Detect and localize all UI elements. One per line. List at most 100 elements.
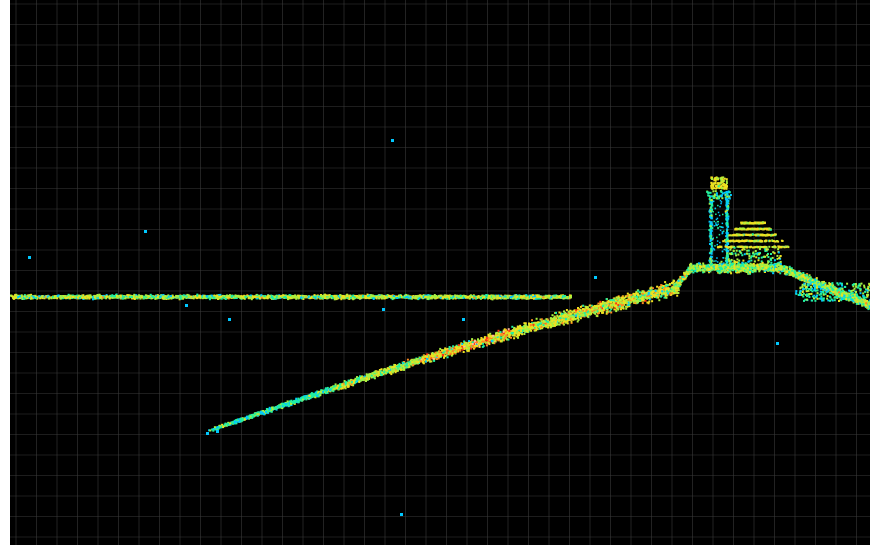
ramp-point	[499, 336, 502, 339]
ground-point	[63, 296, 66, 299]
ramp-point	[344, 387, 347, 390]
ramp-point	[211, 428, 214, 431]
ramp-point	[544, 323, 547, 326]
ramp-point	[403, 368, 406, 371]
ground-point	[468, 297, 471, 300]
ramp-point	[495, 335, 498, 338]
ramp-point	[524, 326, 527, 329]
ramp-point	[359, 375, 361, 378]
ground-point	[492, 296, 495, 299]
ground-point	[392, 297, 395, 300]
ground-point	[140, 296, 143, 299]
ground-point	[509, 296, 512, 299]
ground-point	[491, 298, 494, 301]
ground-point	[86, 297, 89, 300]
ground-point	[196, 294, 199, 297]
ground-point	[127, 296, 130, 298]
ramp-point	[547, 321, 550, 324]
ramp-point	[537, 321, 540, 324]
ground-point	[244, 296, 247, 299]
ground-point	[528, 296, 531, 299]
ramp-point	[547, 324, 550, 327]
ground-point	[92, 295, 95, 298]
ground-point	[222, 296, 224, 298]
ground-point	[226, 296, 229, 299]
ramp-point	[626, 294, 629, 297]
ground-point	[214, 297, 217, 300]
ground-point	[250, 298, 253, 301]
ground-point	[167, 294, 170, 297]
ramp-point	[623, 303, 626, 306]
ground-point	[260, 294, 263, 297]
ground-point	[82, 297, 85, 299]
ramp-point	[415, 362, 418, 364]
ramp-point	[426, 353, 429, 356]
ground-point	[101, 296, 104, 299]
ground-point	[235, 297, 238, 299]
ground-point	[20, 295, 23, 298]
ground-point	[297, 297, 300, 300]
ramp-point	[503, 328, 506, 331]
ground-point	[275, 295, 278, 298]
ramp-point	[656, 294, 658, 297]
ground-point	[11, 295, 14, 298]
ground-point	[314, 295, 317, 298]
ground-point	[300, 296, 302, 299]
ground-point	[520, 296, 522, 299]
ramp-point	[493, 342, 496, 345]
ground-point	[68, 296, 71, 299]
ramp-point	[470, 347, 473, 350]
ramp-point	[603, 309, 606, 312]
ramp-point	[585, 313, 588, 316]
ground-point	[113, 296, 116, 299]
ground-point	[61, 296, 63, 299]
ground-point	[302, 298, 305, 300]
ground-point	[347, 297, 350, 300]
ground-point	[243, 297, 246, 300]
ground-point	[23, 294, 26, 297]
ground-point	[98, 296, 101, 299]
ground-point	[490, 296, 493, 299]
ramp-point	[305, 398, 308, 401]
ground-point	[228, 295, 231, 298]
ramp-point	[288, 400, 291, 403]
ground-point	[30, 293, 33, 296]
ramp-point	[635, 290, 638, 293]
point-cloud-canvas[interactable]	[10, 0, 870, 545]
ramp-point	[437, 352, 440, 355]
ground-point	[506, 295, 509, 298]
ground-point	[504, 295, 507, 298]
ramp-point	[597, 311, 600, 314]
ground-point	[186, 293, 189, 296]
ramp-point	[540, 318, 543, 321]
ramp-point	[423, 355, 426, 358]
ramp-point	[358, 379, 361, 382]
ramp-point	[245, 417, 248, 420]
ramp-point	[457, 348, 460, 351]
ramp-point	[602, 301, 605, 304]
ground-point	[471, 295, 474, 298]
ground-point	[13, 297, 16, 300]
ramp-point	[559, 312, 562, 315]
ground-point	[317, 295, 320, 298]
ground-point	[53, 295, 56, 298]
ground-point	[54, 295, 57, 298]
ground-point	[121, 297, 124, 300]
ground-point	[514, 294, 517, 297]
ground-point	[165, 295, 168, 298]
ramp-point	[581, 311, 584, 314]
ground-point	[19, 295, 21, 298]
ground-point	[98, 293, 101, 296]
ramp-point	[658, 299, 661, 302]
point-cloud-viewport[interactable]	[10, 0, 870, 545]
ground-point	[105, 294, 108, 297]
ground-point	[112, 295, 115, 298]
ground-point	[556, 295, 559, 298]
ground-point	[96, 295, 99, 298]
ground-point	[396, 297, 399, 299]
ground-point	[320, 295, 323, 298]
ground-point	[461, 297, 464, 299]
ground-point	[530, 296, 533, 299]
ground-point	[246, 295, 249, 297]
ground-point	[553, 296, 556, 299]
